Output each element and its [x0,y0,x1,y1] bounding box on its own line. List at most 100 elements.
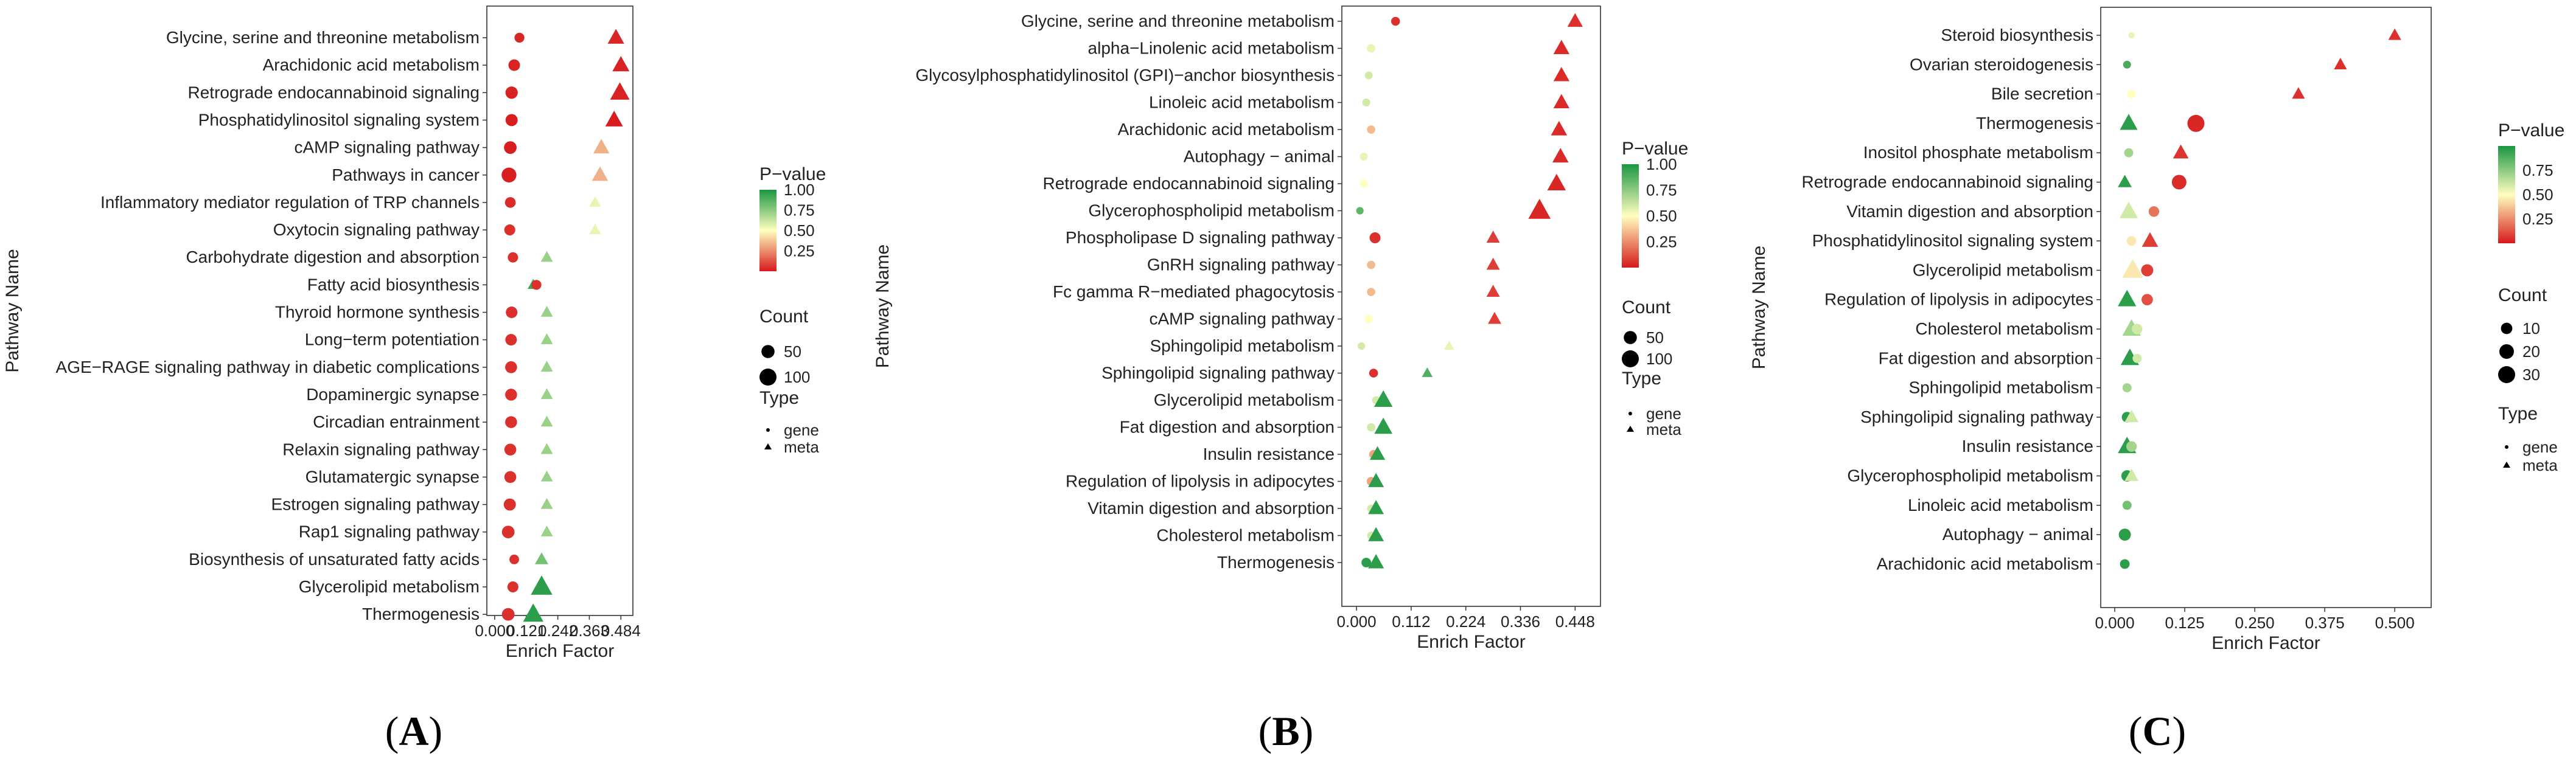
type-legend-label: gene [1646,404,1681,423]
category-label: Bile secretion [1991,85,2093,103]
category-label: Glycerophospholipid metabolism [1847,466,2093,485]
meta-point [589,223,601,235]
gene-point [2123,60,2131,69]
category-label: Fat digestion and absorption [1120,418,1335,437]
gene-point [514,32,525,43]
category-label: Linoleic acid metabolism [1149,93,1335,112]
category-label: Retrograde endocannabinoid signaling [1043,174,1335,193]
category-label: Sphingolipid signaling pathway [1101,364,1335,383]
meta-point [540,415,553,427]
count-legend-label: 10 [2522,319,2540,338]
gene-point [2122,501,2132,510]
legend: P−value1.000.750.500.25Count50100Typegen… [1622,139,1688,438]
panel-label: (A) [385,708,442,754]
category-label: Retrograde endocannabinoid signaling [188,83,480,102]
x-tick-label: 0.121 [506,622,546,640]
count-legend-symbol [761,345,775,358]
meta-point [1422,367,1433,377]
gene-point [2187,114,2205,132]
category-label: Insulin resistance [1962,437,2093,456]
gene-point [504,197,516,208]
gene-point [1391,16,1400,26]
count-legend-symbol [2499,344,2514,359]
gene-point [1369,369,1378,378]
category-label: Arachidonic acid metabolism [263,55,480,74]
meta-point [1486,231,1500,243]
category-label: Rap1 signaling pathway [299,522,480,541]
meta-point [605,110,623,127]
category-label: Cholesterol metabolism [1156,526,1335,545]
category-label: Sphingolipid signaling pathway [1860,407,2093,426]
gene-point [505,361,517,373]
meta-point [1369,446,1386,460]
pvalue-tick-label: 0.25 [1646,233,1677,251]
x-axis-title: Enrich Factor [506,641,614,661]
gene-point [2127,89,2136,99]
gene-point [2128,32,2135,39]
gene-point [1361,558,1372,567]
category-label: Steroid biosynthesis [1941,26,2093,44]
meta-point [592,166,609,181]
gene-point [1367,44,1375,53]
meta-point [540,470,553,482]
category-label: Linoleic acid metabolism [1908,496,2093,515]
category-label: Ovarian steroidogenesis [1910,55,2093,74]
meta-point [535,552,548,564]
meta-point [2173,144,2189,159]
x-tick-label: 0.112 [1392,612,1430,631]
gene-point [2126,236,2137,246]
category-label: Glycosylphosphatidylinositol (GPI)−ancho… [915,66,1335,85]
meta-point [540,333,553,344]
category-label: Phosphatidylinositol signaling system [198,110,480,129]
gene-point [2171,175,2187,190]
x-tick-label: 0.000 [2095,614,2134,632]
gene-point [1367,260,1375,269]
category-label: Carbohydrate digestion and absorption [186,248,480,266]
category-label: Fc gamma R−mediated phagocytosis [1053,282,1335,301]
type-legend-symbol [1627,426,1634,432]
panel-c: Steroid biosynthesis Ovarian steroidogene… [1749,7,2564,754]
meta-point [589,196,601,207]
meta-point [1486,257,1500,270]
meta-point [2124,409,2139,423]
x-tick-label: 0.000 [475,622,514,640]
gene-point [509,554,519,564]
meta-point [2118,289,2137,307]
gene-point [504,224,515,236]
legend: P−value1.000.750.500.25Count50100Typegen… [759,164,826,456]
category-label: cAMP signaling pathway [1149,310,1335,328]
count-legend-label: 20 [2522,342,2540,361]
type-legend-label: meta [2522,456,2558,474]
gene-point [507,581,518,593]
gene-point [2141,264,2154,277]
pvalue-legend-title: P−value [1622,139,1688,159]
pvalue-tick-label: 0.75 [1646,181,1677,199]
gene-point [505,389,517,401]
type-legend-symbol [2505,445,2508,449]
pvalue-tick-label: 0.25 [784,242,815,260]
gene-point [1362,99,1370,106]
category-label: Inflammatory mediator regulation of TRP … [100,193,480,212]
panel-a: Glycine, serine and threonine metabolism… [2,5,826,754]
meta-point [1374,390,1393,407]
x-axis-title: Enrich Factor [1417,632,1525,652]
gene-point [508,252,518,263]
meta-point [607,29,624,44]
count-legend-title: Count [1622,297,1671,317]
category-label: Sphingolipid metabolism [1150,336,1335,355]
gene-point [1364,71,1373,80]
category-label: Glycerolipid metabolism [1913,260,2093,279]
category-label: Glutamatergic synapse [305,467,480,486]
category-label: Regulation of lipolysis in adipocytes [1066,472,1335,491]
type-legend-symbol [2503,462,2510,468]
category-label: Estrogen signaling pathway [271,495,480,514]
x-tick-label: 0.448 [1555,612,1595,631]
gene-point [1367,288,1375,296]
category-label: Vitamin digestion and absorption [1846,202,2093,221]
category-label: Thermogenesis [1217,553,1335,572]
count-legend-label: 100 [1646,350,1672,368]
category-label: Autophagy − animal [1942,525,2093,544]
gene-point [2122,383,2132,393]
meta-point [1553,66,1569,81]
meta-point [523,603,543,622]
